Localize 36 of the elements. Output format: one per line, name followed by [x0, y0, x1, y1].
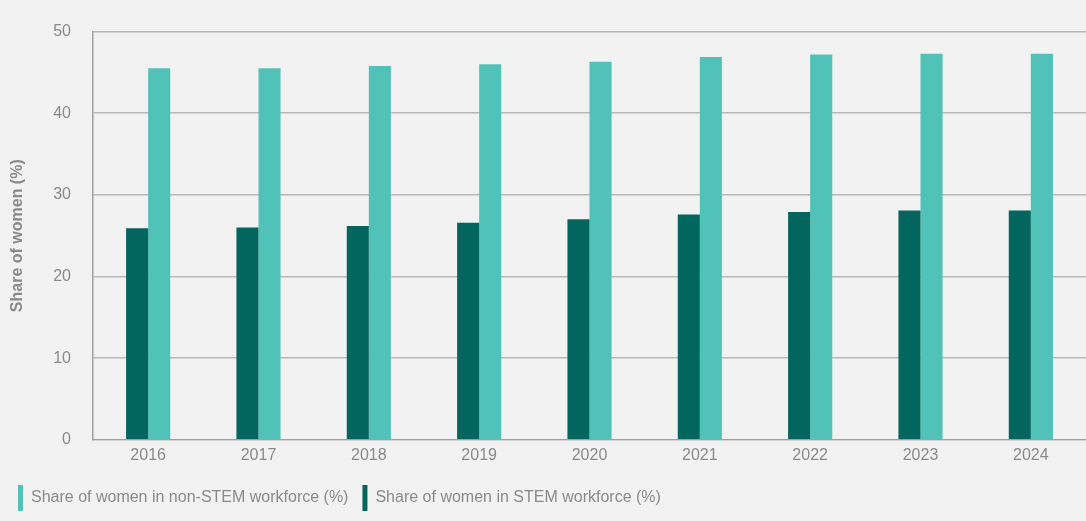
bar [258, 68, 281, 440]
x-tick-label: 2024 [1013, 445, 1049, 463]
y-tick-label: 10 [53, 348, 72, 366]
bar [920, 53, 943, 440]
bar [898, 210, 921, 440]
bar [126, 228, 149, 440]
x-tick-label: 2016 [130, 445, 167, 463]
bar [457, 222, 480, 440]
y-tick-label: 50 [53, 22, 72, 40]
bar [236, 227, 259, 440]
x-tick-label: 2020 [571, 445, 608, 463]
legend-label: Share of women in non-STEM workforce (%) [31, 488, 349, 506]
bar [810, 54, 833, 440]
bar [677, 214, 700, 440]
y-tick-label: 20 [53, 266, 72, 284]
bar [346, 225, 369, 440]
x-tick-label: 2021 [682, 445, 718, 463]
legend-label: Share of women in STEM workforce (%) [375, 488, 661, 506]
x-tick-label: 2023 [902, 445, 939, 463]
bar [1008, 210, 1031, 440]
y-axis-title: Share of women (%) [8, 159, 26, 313]
bar [368, 65, 391, 440]
bar [148, 68, 171, 440]
x-tick-label: 2018 [351, 445, 387, 463]
x-tick-label: 2019 [461, 445, 498, 463]
bar [567, 219, 590, 440]
bar [589, 61, 612, 440]
x-tick-label: 2017 [240, 445, 277, 463]
y-tick-label: 30 [53, 185, 72, 203]
bar [1030, 53, 1053, 440]
bar [479, 64, 502, 440]
bar [699, 56, 722, 440]
bar [788, 212, 811, 440]
y-tick-label: 0 [62, 430, 72, 448]
x-tick-label: 2022 [792, 445, 829, 463]
y-tick-label: 40 [53, 103, 72, 121]
